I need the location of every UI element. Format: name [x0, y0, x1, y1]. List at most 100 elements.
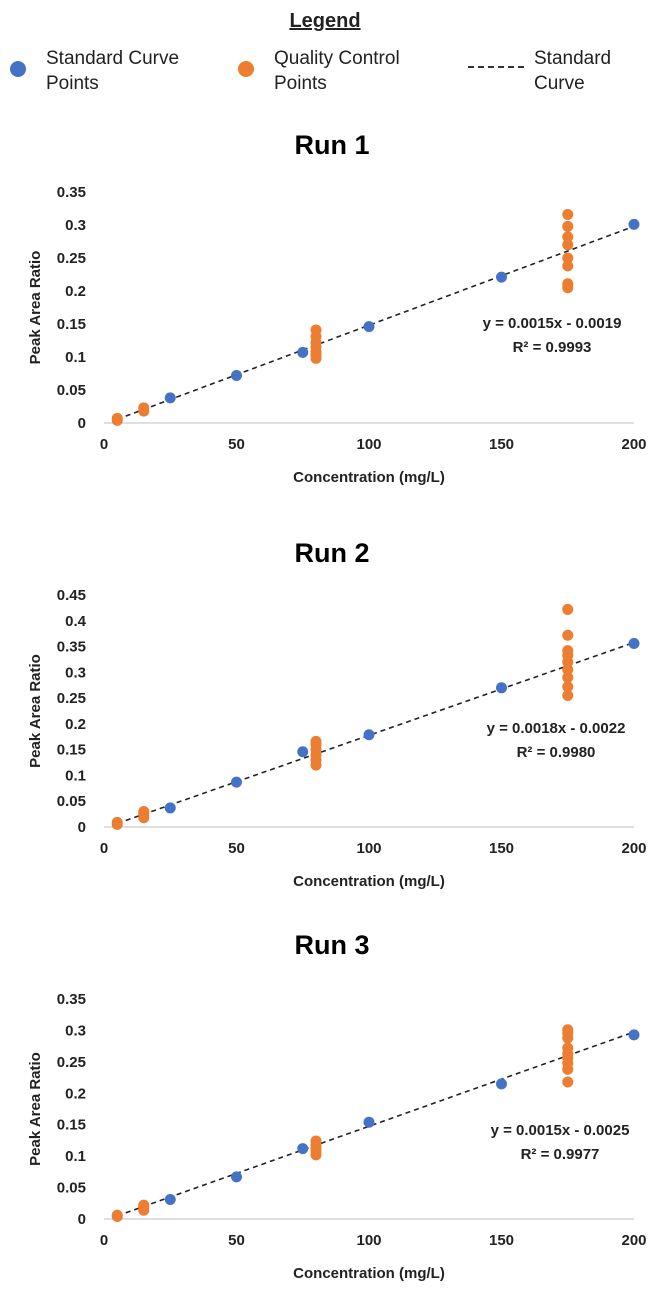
- y-tick-label: 0.35: [57, 639, 86, 656]
- y-tick-label: 0.1: [65, 349, 86, 366]
- quality-control-point: [562, 278, 574, 290]
- x-axis-label: Concentration (mg/L): [293, 469, 445, 486]
- y-tick-label: 0.35: [57, 991, 86, 1008]
- r-squared-label: R² = 0.9980: [517, 744, 596, 761]
- legend-label-line2: Curve: [534, 73, 585, 94]
- standard-curve-point: [496, 682, 507, 694]
- standard-curve-point: [628, 637, 640, 649]
- regression-equation: y = 0.0018x - 0.0022: [487, 720, 626, 737]
- quality-control-point: [138, 402, 150, 414]
- quality-control-point: [111, 816, 123, 828]
- x-tick-label: 150: [489, 1232, 514, 1249]
- standard-curve-point: [164, 802, 176, 814]
- y-tick-label: 0.05: [57, 793, 86, 810]
- r-squared-label: R² = 0.9993: [513, 339, 592, 356]
- x-tick-label: 0: [100, 840, 108, 857]
- legend-label-line1: Standard Curve: [46, 48, 180, 69]
- y-tick-label: 0.15: [57, 1117, 86, 1134]
- standard-curve-point: [363, 729, 375, 741]
- x-tick-label: 200: [621, 436, 646, 453]
- y-tick-label: 0.3: [65, 664, 86, 681]
- standard-curve-point: [496, 1078, 507, 1090]
- y-tick-label: 0.15: [57, 742, 86, 759]
- quality-control-point: [562, 681, 574, 693]
- x-tick-label: 0: [100, 1232, 108, 1249]
- standard-curve-point: [164, 1194, 176, 1206]
- quality-control-point: [562, 664, 574, 676]
- standard-curve-point: [231, 369, 242, 381]
- y-axis-label: Peak Area Ratio: [27, 251, 44, 365]
- legend-title: Legend: [289, 10, 361, 32]
- standard-curve-point: [363, 321, 375, 333]
- quality-control-point: [562, 1076, 574, 1088]
- r-squared-label: R² = 0.9977: [521, 1146, 600, 1163]
- x-tick-label: 150: [489, 840, 514, 857]
- quality-control-point: [310, 1135, 322, 1147]
- y-axis-label: Peak Area Ratio: [27, 654, 44, 768]
- run-1-chart: Run 1 0 50 100 150 200 0 0.05 0.1 0.15 0.2 0.25 0.3 0…: [27, 130, 647, 486]
- legend-label-line2: Points: [46, 73, 99, 94]
- quality-control-point: [138, 806, 150, 818]
- x-tick-label: 50: [228, 840, 245, 857]
- run-3-chart: Run 3 0 50 100 150 200 0 0.05 0.1 0.15 0.2 0.25 0.3 0…: [27, 930, 647, 1282]
- y-tick-label: 0.2: [65, 1085, 86, 1102]
- quality-control-point: [562, 629, 574, 641]
- quality-control-point: [562, 220, 574, 232]
- y-tick-label: 0: [78, 1211, 86, 1228]
- y-tick-label: 0.2: [65, 716, 86, 733]
- y-tick-label: 0: [78, 415, 86, 432]
- x-tick-label: 150: [489, 436, 514, 453]
- standard-curve-point: [496, 271, 507, 283]
- quality-control-point: [111, 412, 123, 424]
- standard-curve-point: [297, 346, 309, 358]
- y-tick-label: 0.4: [65, 613, 87, 630]
- quality-control-point: [562, 645, 574, 657]
- orange-point-marker-icon: [238, 61, 254, 77]
- chart-title: Run 3: [294, 930, 369, 960]
- chart-title: Run 1: [294, 130, 369, 160]
- quality-control-point: [310, 735, 322, 747]
- quality-control-point: [562, 239, 574, 251]
- quality-control-point: [562, 603, 574, 615]
- legend-label-line1: Quality Control: [274, 48, 400, 69]
- quality-control-point: [562, 231, 574, 243]
- y-tick-label: 0.05: [57, 1180, 86, 1197]
- y-tick-label: 0.25: [57, 250, 86, 267]
- quality-control-point: [310, 324, 322, 336]
- y-axis-label: Peak Area Ratio: [27, 1052, 44, 1166]
- standard-curve-point: [363, 1116, 375, 1128]
- legend-label-line2: Points: [274, 73, 327, 94]
- standard-curve-point: [628, 218, 640, 230]
- y-tick-label: 0.35: [57, 184, 86, 201]
- run-2-chart: Run 2 0 50 100 150 200 0 0.05 0.1 0.15 0.2 0.25 0.3 0…: [27, 538, 647, 890]
- quality-control-point: [562, 260, 574, 272]
- quality-control-point: [562, 1024, 574, 1036]
- quality-control-point: [111, 1209, 123, 1221]
- quality-control-point: [562, 671, 574, 683]
- x-tick-label: 0: [100, 436, 108, 453]
- x-tick-label: 200: [621, 1232, 646, 1249]
- y-tick-label: 0.05: [57, 382, 86, 399]
- standard-curve-point: [231, 1171, 242, 1183]
- dashed-line-marker-icon: [468, 66, 524, 68]
- y-tick-label: 0.1: [65, 767, 86, 784]
- y-tick-label: 0.3: [65, 1022, 86, 1039]
- quality-control-point: [562, 208, 574, 220]
- legend-label-line1: Standard: [534, 48, 612, 69]
- legend: Legend Standard Curve Points Quality Con…: [0, 0, 650, 110]
- x-tick-label: 50: [228, 1232, 245, 1249]
- x-tick-label: 100: [356, 840, 381, 857]
- x-tick-label: 100: [356, 1232, 381, 1249]
- standard-curve-point: [297, 746, 309, 758]
- regression-equation: y = 0.0015x - 0.0025: [491, 1122, 630, 1139]
- quality-control-point: [138, 1199, 150, 1211]
- standard-curve-line: [116, 225, 635, 421]
- standard-curve-line: [116, 1031, 635, 1217]
- y-tick-label: 0.25: [57, 1054, 86, 1071]
- x-axis-label: Concentration (mg/L): [293, 873, 445, 890]
- y-tick-label: 0.2: [65, 283, 86, 300]
- x-tick-label: 50: [228, 436, 245, 453]
- chart-title: Run 2: [294, 538, 369, 568]
- x-axis-label: Concentration (mg/L): [293, 1265, 445, 1282]
- standard-curve-point: [297, 1143, 309, 1155]
